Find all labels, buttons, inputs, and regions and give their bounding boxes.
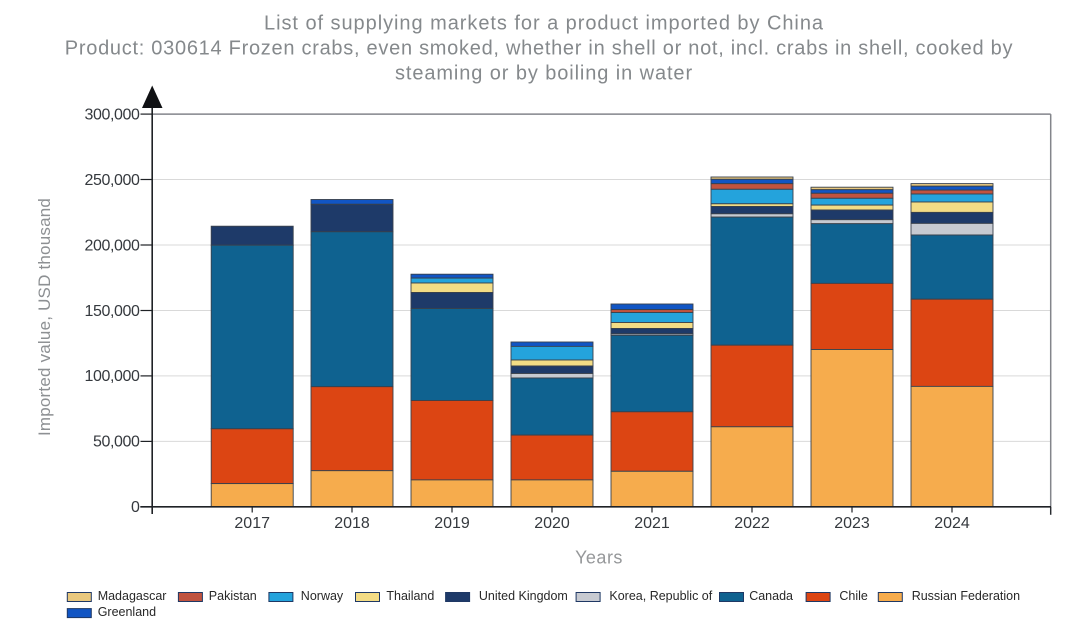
svg-text:250,000: 250,000	[84, 172, 140, 189]
svg-text:Years: Years	[575, 548, 623, 568]
svg-text:Imported value, USD thousand: Imported value, USD thousand	[35, 198, 54, 436]
svg-text:2024: 2024	[934, 515, 970, 532]
svg-text:Russian Federation: Russian Federation	[912, 589, 1020, 603]
svg-text:2017: 2017	[234, 515, 270, 532]
svg-text:Product: 030614 Frozen crabs,: Product: 030614 Frozen crabs, even smoke…	[65, 38, 1013, 60]
svg-text:Norway: Norway	[301, 589, 344, 603]
svg-text:Chile: Chile	[839, 589, 868, 603]
svg-text:200,000: 200,000	[84, 237, 140, 254]
svg-text:2021: 2021	[634, 515, 670, 532]
svg-text:2018: 2018	[334, 515, 370, 532]
svg-text:150,000: 150,000	[84, 303, 140, 320]
svg-text:50,000: 50,000	[93, 434, 140, 451]
svg-text:300,000: 300,000	[84, 106, 140, 123]
svg-text:Korea, Republic of: Korea, Republic of	[609, 589, 712, 603]
svg-text:Pakistan: Pakistan	[209, 589, 257, 603]
svg-text:2020: 2020	[534, 515, 570, 532]
svg-text:0: 0	[131, 499, 140, 516]
svg-text:Madagascar: Madagascar	[98, 589, 167, 603]
svg-text:List of supplying markets for: List of supplying markets for a product …	[264, 13, 824, 35]
svg-text:steaming or by boiling in wate: steaming or by boiling in water	[395, 63, 693, 85]
svg-text:Canada: Canada	[749, 589, 793, 603]
svg-text:Greenland: Greenland	[98, 605, 156, 619]
svg-text:2022: 2022	[734, 515, 770, 532]
svg-text:Thailand: Thailand	[386, 589, 434, 603]
svg-text:100,000: 100,000	[84, 368, 140, 385]
svg-text:2019: 2019	[434, 515, 470, 532]
svg-text:2023: 2023	[834, 515, 870, 532]
svg-text:United Kingdom: United Kingdom	[479, 589, 568, 603]
